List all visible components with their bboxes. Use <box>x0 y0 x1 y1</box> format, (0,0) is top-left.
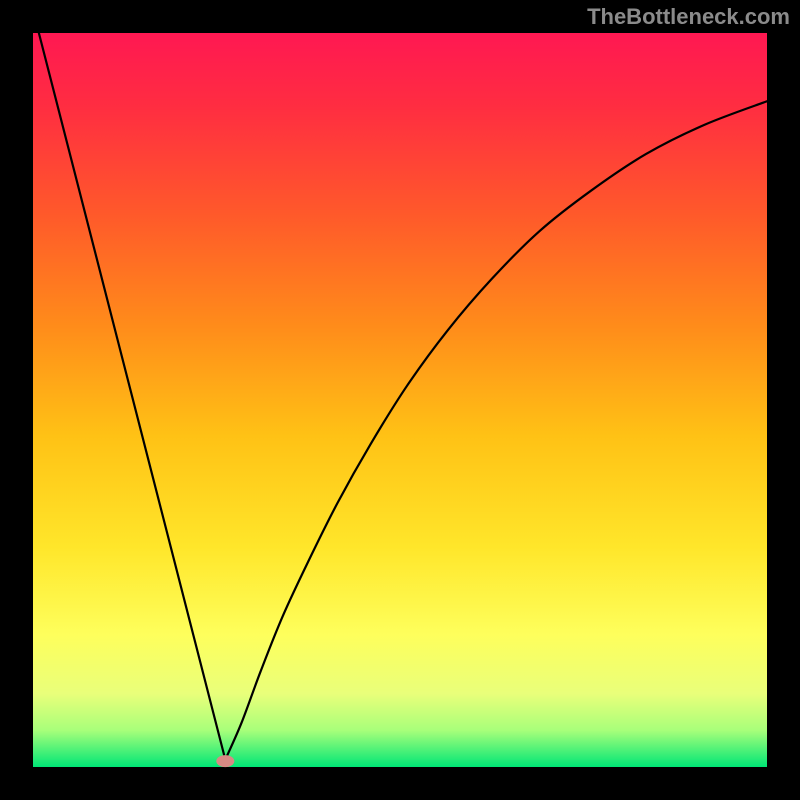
chart-canvas <box>0 0 800 800</box>
minimum-marker <box>216 755 234 767</box>
watermark-text: TheBottleneck.com <box>587 4 790 30</box>
bottleneck-chart: TheBottleneck.com <box>0 0 800 800</box>
plot-background <box>33 33 767 767</box>
